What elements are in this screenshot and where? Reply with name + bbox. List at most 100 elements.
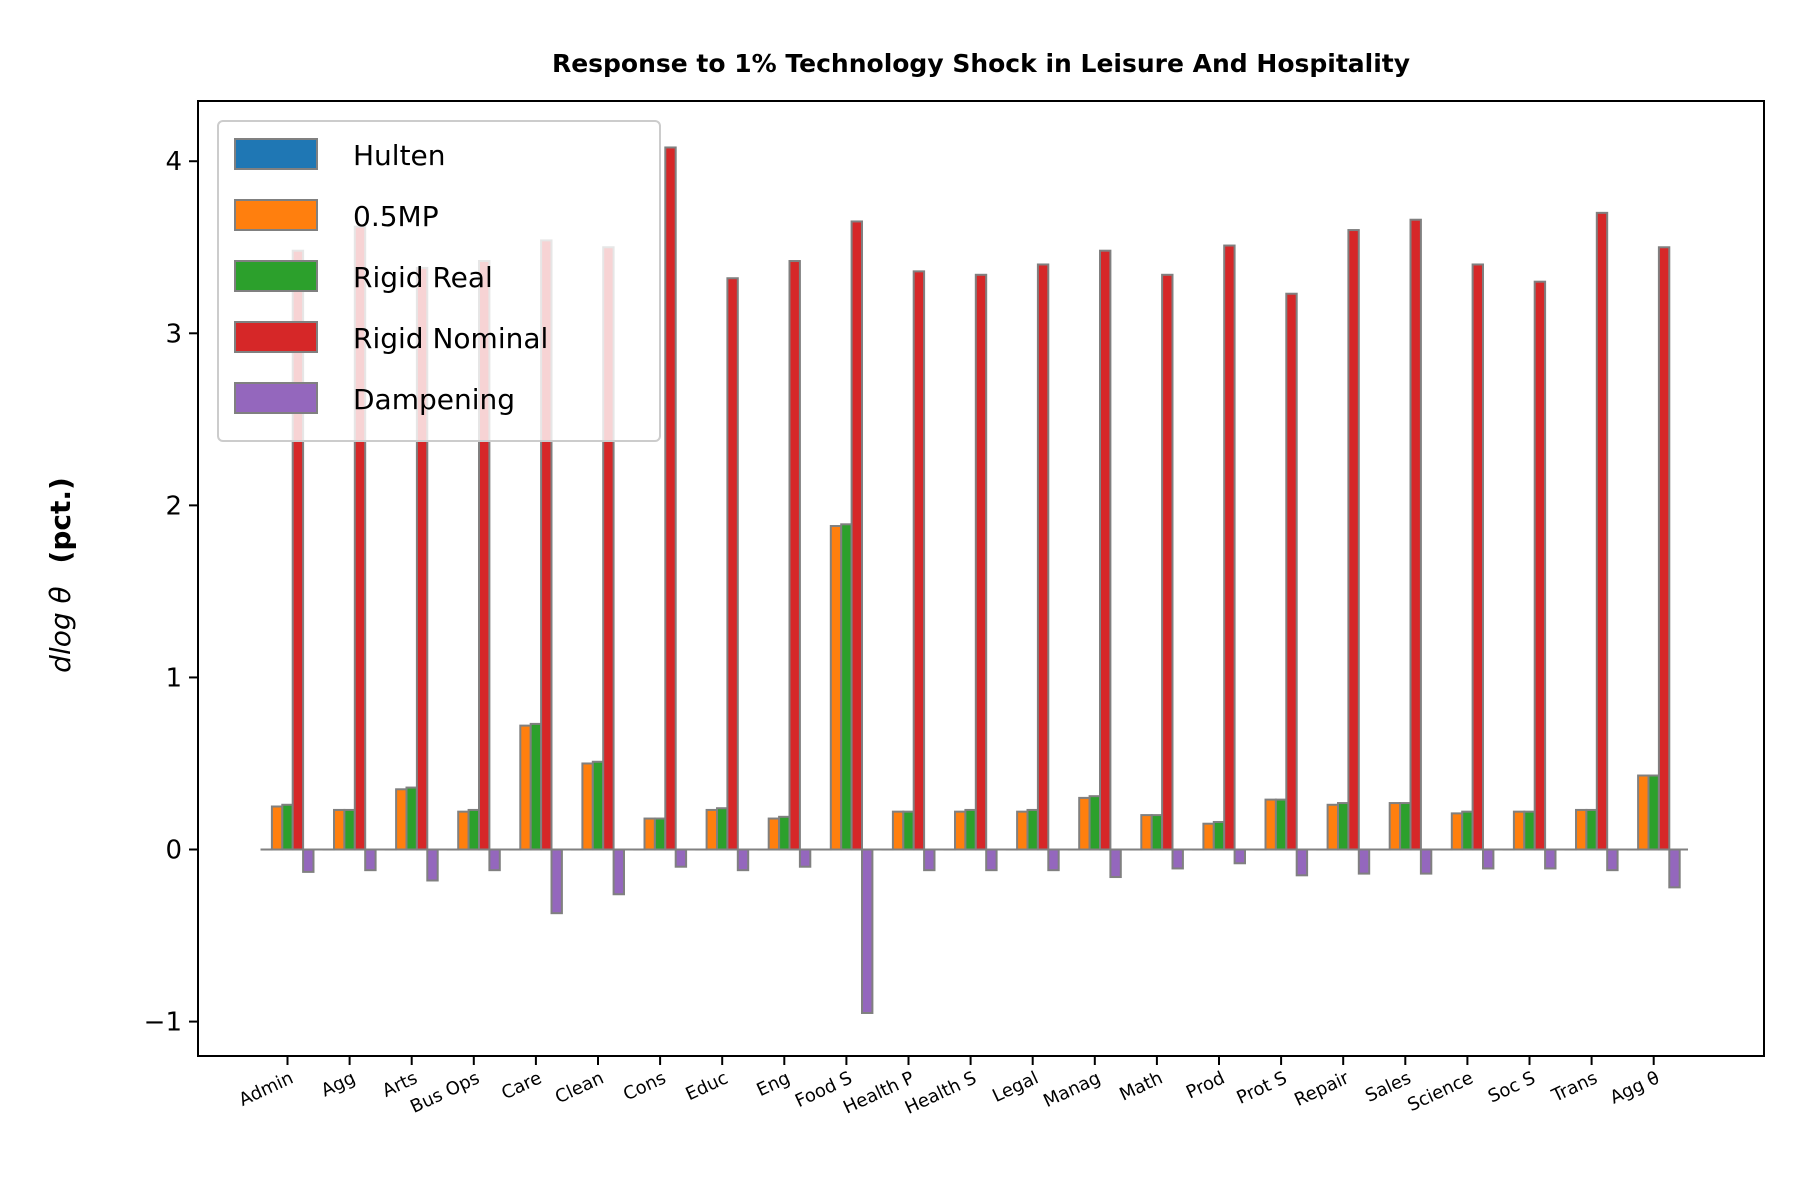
x-tick-label: Cons	[620, 1067, 669, 1105]
bar-dampening-15	[1233, 848, 1246, 865]
chart-title: Response to 1% Technology Shock in Leisu…	[552, 49, 1410, 78]
bar-rigid-real-14	[1150, 814, 1164, 851]
x-tick-label: Clean	[552, 1067, 607, 1108]
bar-rigid-nominal-14	[1161, 273, 1174, 851]
bar-rigid-real-9	[840, 523, 853, 851]
bar-rigid-real-20	[1523, 810, 1536, 851]
bar-0-5mp-3	[457, 810, 470, 851]
bar-rigid-real-11	[964, 808, 977, 851]
legend-label-hulten: Hulten	[353, 139, 446, 172]
bar-0-5mp-0	[270, 805, 284, 851]
legend-swatch-hulten	[234, 138, 318, 170]
y-tick-label: 1	[165, 663, 182, 693]
y-tick-label: −1	[144, 1008, 182, 1038]
bar-rigid-nominal-18	[1409, 218, 1422, 851]
bar-dampening-7	[736, 848, 750, 872]
x-tick-label: Prot S	[1234, 1067, 1291, 1108]
bar-dampening-1	[364, 848, 377, 872]
bar-rigid-real-13	[1088, 795, 1101, 851]
bar-0-5mp-16	[1264, 798, 1277, 851]
x-tick-label: Agg	[318, 1067, 359, 1101]
y-axis: −1 0 1 2 3 4	[144, 147, 198, 1038]
bar-dampening-3	[488, 848, 501, 872]
bar-rigid-real-1	[343, 808, 356, 851]
bar-dampening-9	[861, 848, 874, 1014]
bar-dampening-19	[1482, 848, 1495, 870]
y-tick-label: 3	[165, 319, 182, 349]
bar-rigid-nominal-10	[912, 270, 926, 851]
legend-label-dampening: Dampening	[353, 383, 515, 416]
bar-0-5mp-11	[954, 810, 967, 851]
bar-dampening-8	[798, 848, 812, 868]
bar-0-5mp-2	[395, 788, 408, 851]
bar-rigid-real-7	[716, 807, 729, 851]
bar-0-5mp-12	[1016, 810, 1029, 851]
x-tick-label: Agg θ	[1607, 1067, 1663, 1108]
legend-box	[217, 120, 661, 442]
bar-dampening-2	[426, 848, 439, 882]
bar-dampening-4	[550, 848, 563, 915]
x-tick-label: Care	[498, 1067, 545, 1104]
bar-rigid-real-10	[902, 810, 915, 851]
bar-rigid-real-2	[405, 786, 418, 851]
bar-rigid-nominal-17	[1347, 229, 1360, 851]
bar-dampening-20	[1544, 848, 1557, 870]
bar-0-5mp-9	[829, 525, 843, 851]
bar-rigid-nominal-11	[974, 273, 988, 851]
bar-rigid-real-21	[1585, 808, 1598, 851]
x-tick-label: Admin	[236, 1067, 297, 1110]
bar-0-5mp-10	[891, 810, 905, 851]
y-tick-label: 4	[165, 147, 182, 177]
bar-0-5mp-1	[333, 808, 346, 851]
bar-rigid-nominal-19	[1471, 263, 1484, 851]
x-tick-label: Math	[1116, 1067, 1166, 1105]
bar-rigid-real-18	[1399, 802, 1412, 851]
bar-0-5mp-18	[1388, 802, 1402, 851]
bar-dampening-0	[302, 848, 315, 873]
x-tick-label: Trans	[1548, 1067, 1601, 1107]
y-tick-label: 0	[165, 836, 182, 866]
bar-rigid-real-22	[1647, 774, 1660, 851]
y-tick-label: 2	[165, 491, 182, 521]
x-tick-label: Soc S	[1485, 1067, 1539, 1107]
bar-rigid-nominal-12	[1036, 263, 1050, 851]
x-tick-label: Science	[1404, 1067, 1476, 1116]
legend-label-rigid-real: Rigid Real	[353, 261, 493, 294]
bar-0-5mp-4	[519, 724, 532, 851]
legend-swatch-0-5mp	[234, 199, 318, 231]
y-axis-label-math: dlog θ	[44, 586, 77, 673]
bar-rigid-nominal-22	[1657, 246, 1671, 851]
bar-dampening-6	[674, 848, 688, 868]
bar-rigid-nominal-20	[1533, 280, 1547, 851]
x-tick-label: Health S	[902, 1067, 980, 1118]
x-tick-label: Educ	[682, 1067, 731, 1105]
bar-dampening-12	[1047, 848, 1060, 872]
bar-dampening-22	[1668, 848, 1681, 889]
y-axis-label-unit: (pct.)	[44, 477, 77, 563]
bar-rigid-nominal-6	[664, 146, 677, 851]
bar-0-5mp-8	[767, 817, 781, 851]
bar-dampening-14	[1171, 848, 1184, 870]
bar-rigid-real-3	[467, 808, 481, 851]
bar-dampening-17	[1357, 848, 1371, 875]
x-tick-label: Bus Ops	[407, 1067, 483, 1117]
bar-dampening-18	[1419, 848, 1433, 875]
x-tick-label: Repair	[1291, 1067, 1353, 1111]
bar-0-5mp-20	[1512, 810, 1526, 851]
bar-dampening-13	[1109, 848, 1122, 879]
bar-dampening-10	[923, 848, 936, 872]
bar-0-5mp-7	[705, 808, 718, 851]
bar-rigid-nominal-21	[1595, 211, 1609, 851]
bar-rigid-real-16	[1274, 798, 1288, 851]
bar-0-5mp-6	[643, 817, 656, 851]
bar-rigid-nominal-13	[1099, 249, 1112, 851]
bar-rigid-real-6	[653, 817, 667, 851]
legend-swatch-rigid-nominal	[234, 321, 318, 353]
bar-dampening-5	[612, 848, 625, 896]
bar-rigid-real-17	[1337, 802, 1350, 851]
bar-rigid-nominal-8	[788, 260, 801, 851]
legend-swatch-rigid-real	[234, 260, 318, 292]
bar-dampening-21	[1606, 848, 1619, 872]
bar-rigid-nominal-15	[1223, 244, 1236, 851]
